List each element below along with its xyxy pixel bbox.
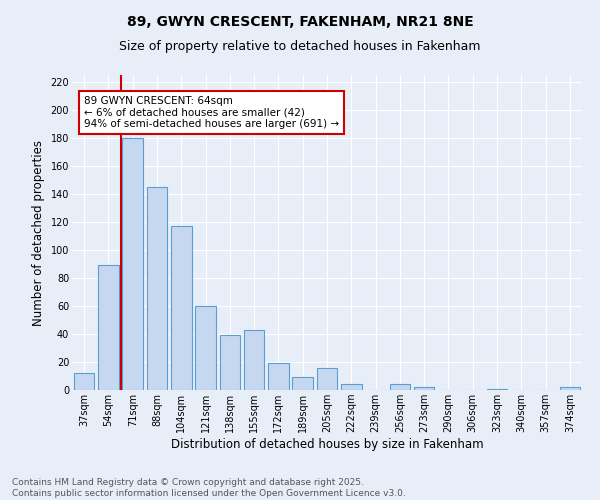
Text: 89 GWYN CRESCENT: 64sqm
← 6% of detached houses are smaller (42)
94% of semi-det: 89 GWYN CRESCENT: 64sqm ← 6% of detached…	[84, 96, 339, 129]
Bar	[317, 368, 337, 390]
Text: Contains HM Land Registry data © Crown copyright and database right 2025.
Contai: Contains HM Land Registry data © Crown c…	[12, 478, 406, 498]
Bar	[487, 388, 508, 390]
Bar	[122, 138, 143, 390]
Bar	[171, 226, 191, 390]
Bar	[389, 384, 410, 390]
Bar	[414, 387, 434, 390]
Bar	[244, 330, 265, 390]
Bar	[74, 373, 94, 390]
Bar	[195, 306, 216, 390]
Text: Size of property relative to detached houses in Fakenham: Size of property relative to detached ho…	[119, 40, 481, 53]
Bar	[341, 384, 362, 390]
Bar	[292, 378, 313, 390]
Bar	[268, 364, 289, 390]
Bar	[146, 187, 167, 390]
Bar	[220, 336, 240, 390]
Bar	[98, 266, 119, 390]
Text: 89, GWYN CRESCENT, FAKENHAM, NR21 8NE: 89, GWYN CRESCENT, FAKENHAM, NR21 8NE	[127, 15, 473, 29]
Y-axis label: Number of detached properties: Number of detached properties	[32, 140, 45, 326]
Bar	[560, 387, 580, 390]
X-axis label: Distribution of detached houses by size in Fakenham: Distribution of detached houses by size …	[170, 438, 484, 451]
